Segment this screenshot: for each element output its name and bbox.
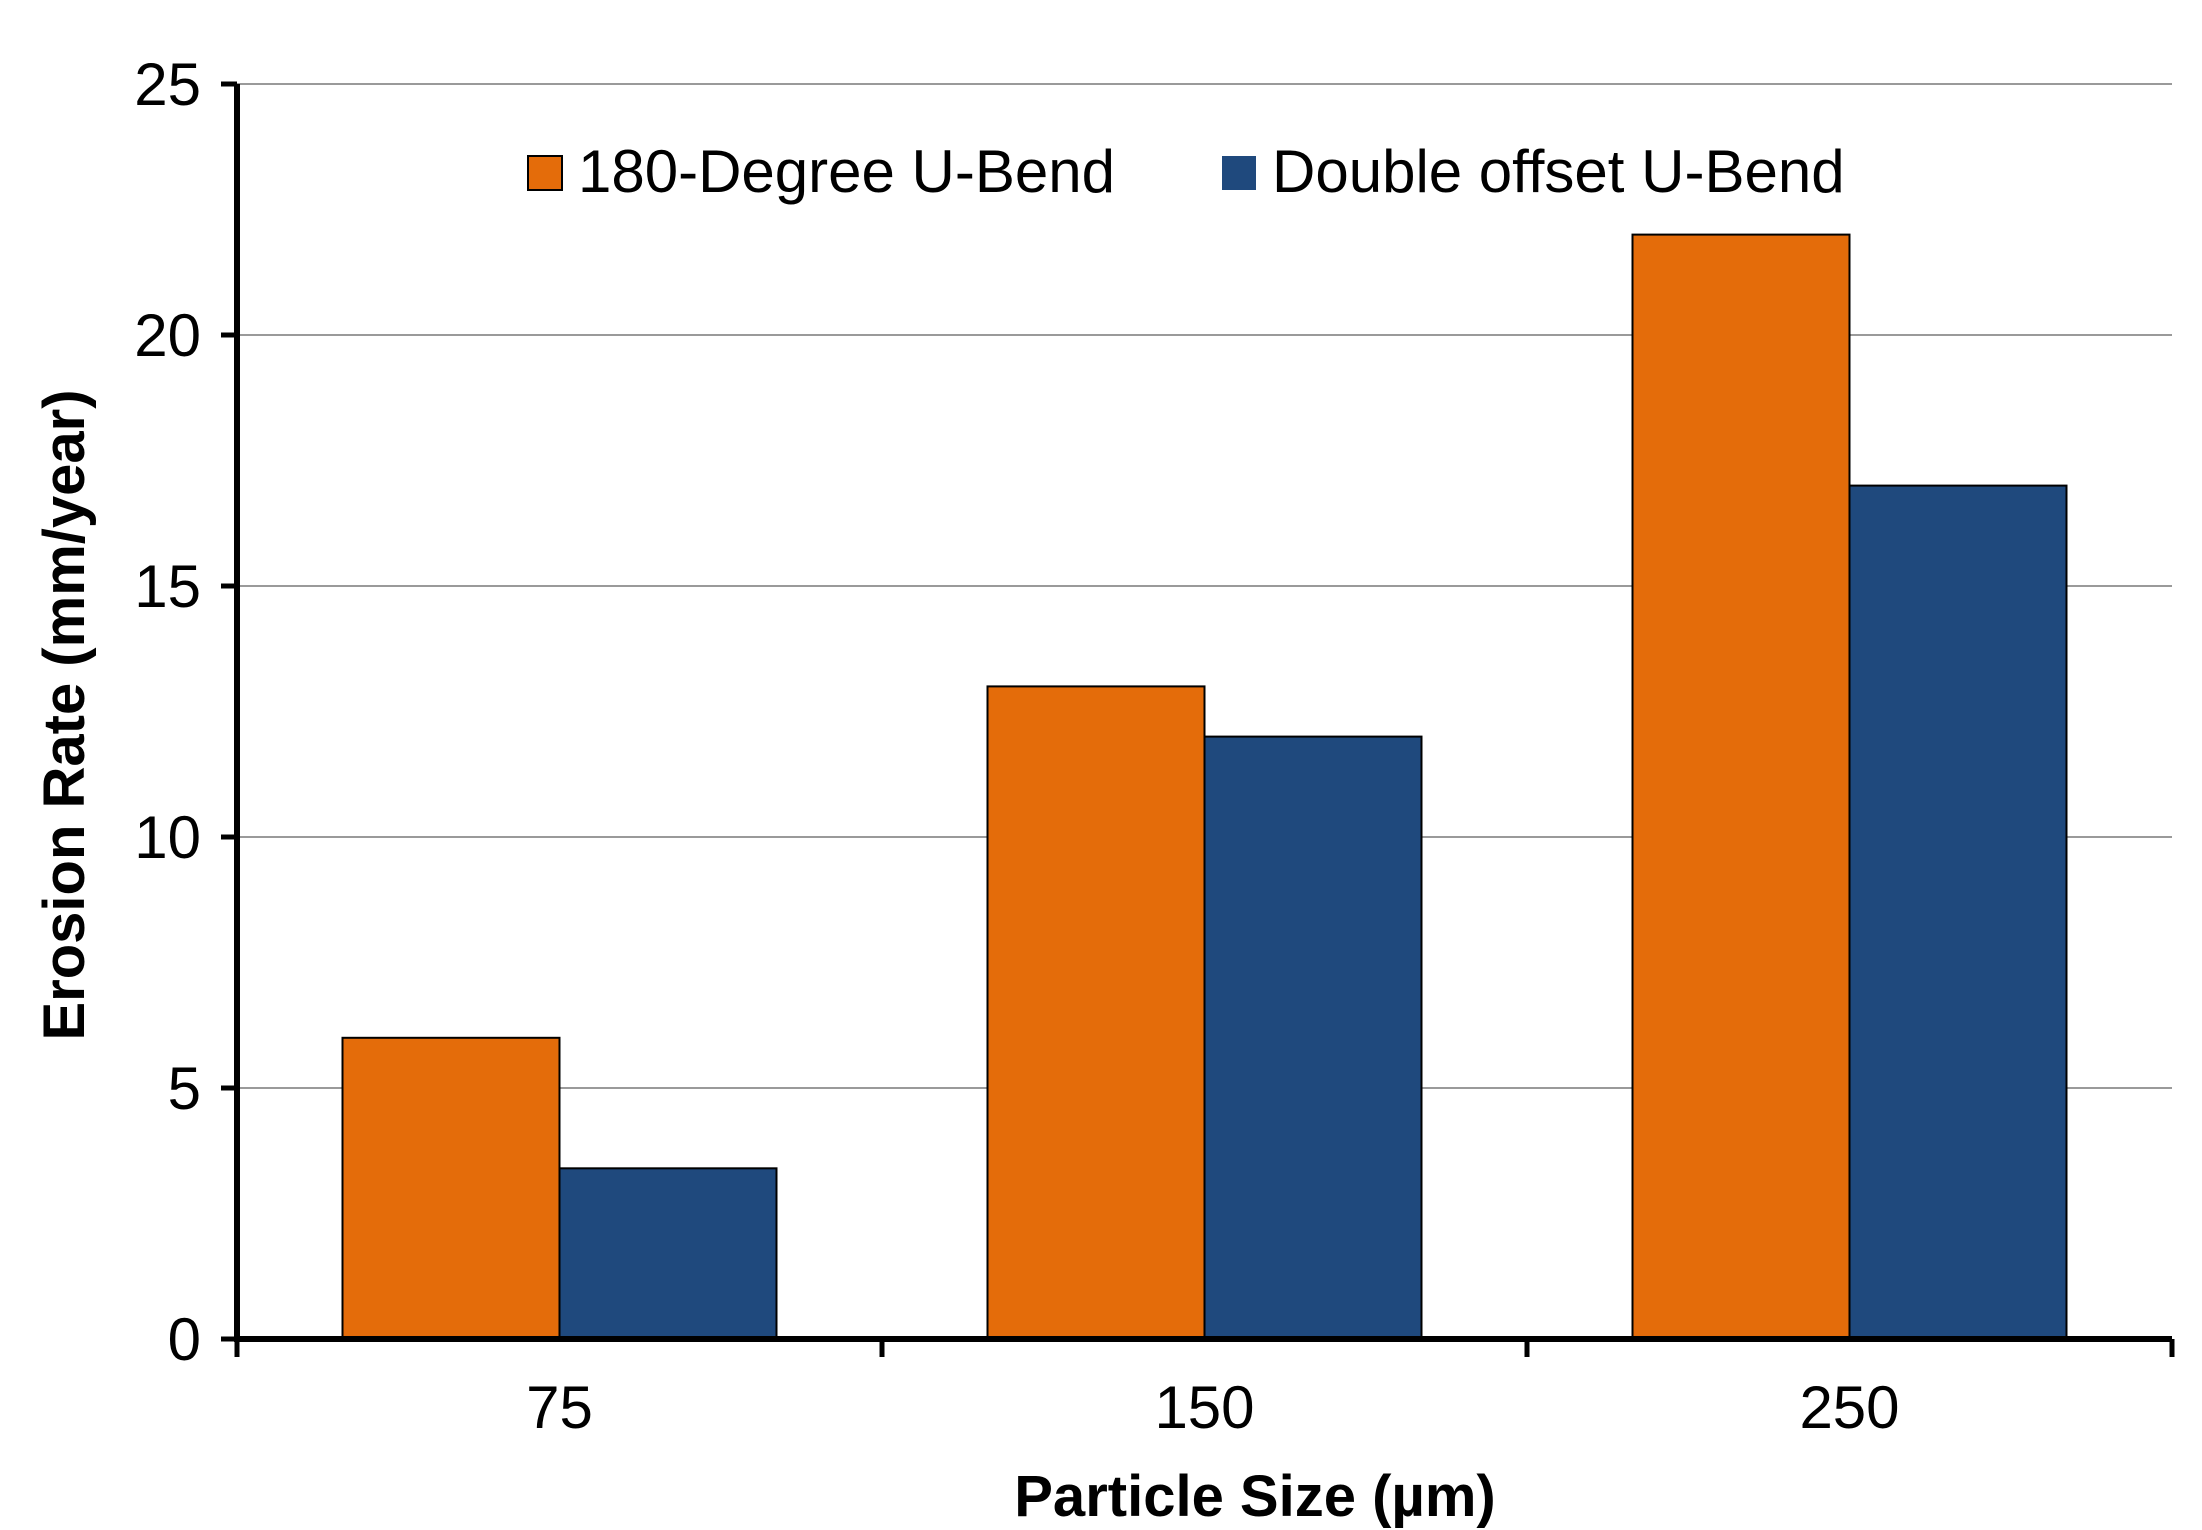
legend-label-180-degree-u-bend: 180-Degree U-Bend	[578, 138, 1115, 205]
x-tick-label-75: 75	[526, 1374, 593, 1441]
x-tick-labels: 75 150 250	[526, 1374, 1899, 1441]
y-axis-title: Erosion Rate (mm/year)	[32, 389, 97, 1040]
axes	[221, 81, 2175, 1357]
bars	[341, 233, 2068, 1341]
legend-swatch-180-degree-u-bend	[527, 155, 563, 191]
bar-180-degree-u-bend-75	[341, 1036, 561, 1341]
y-tick-labels: 0 5 10 15 20 25	[134, 51, 201, 1373]
legend-label-double-offset-u-bend: Double offset U-Bend	[1272, 138, 1845, 205]
x-axis-title: Particle Size (µm)	[1014, 1464, 1495, 1529]
y-tick-label-25: 25	[134, 51, 201, 118]
y-tick-label-0: 0	[168, 1306, 201, 1373]
legend-swatch-double-offset-u-bend	[1222, 156, 1256, 190]
bar-double-offset-u-bend-150	[1203, 735, 1423, 1340]
x-tick-label-150: 150	[1154, 1374, 1254, 1441]
bar-double-offset-u-bend-75	[558, 1167, 778, 1340]
y-tick-label-20: 20	[134, 302, 201, 369]
bar-180-degree-u-bend-150	[986, 685, 1206, 1340]
bar-180-degree-u-bend-250	[1631, 233, 1851, 1341]
legend: 180-Degree U-Bend Double offset U-Bend	[527, 138, 1845, 205]
x-tick-label-250: 250	[1799, 1374, 1899, 1441]
y-tick-label-10: 10	[134, 804, 201, 871]
y-tick-label-15: 15	[134, 553, 201, 620]
y-tick-label-5: 5	[168, 1055, 201, 1122]
bar-double-offset-u-bend-250	[1848, 484, 2068, 1341]
